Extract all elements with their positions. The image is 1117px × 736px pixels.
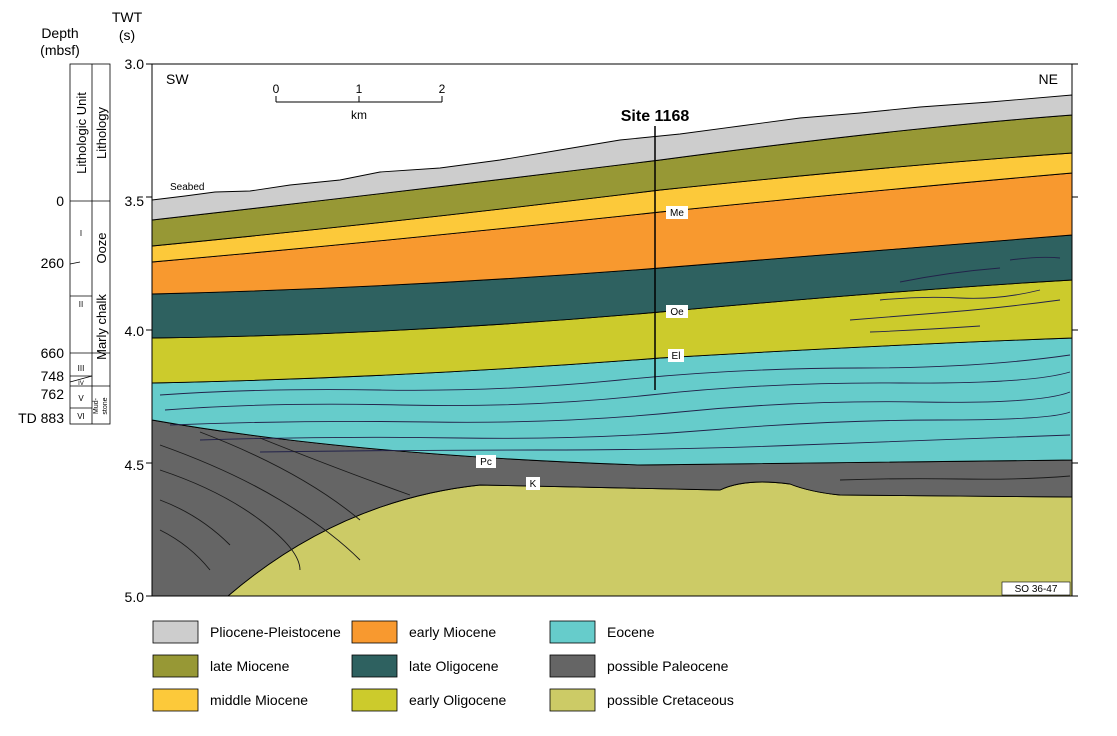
- depth-header: Depth: [41, 25, 78, 41]
- horizon-labels: Me Oe El Pc K: [476, 206, 688, 490]
- seabed-label: Seabed: [170, 182, 204, 193]
- lithology-ooze: Ooze: [94, 232, 109, 263]
- stratigraphic-layers: [152, 94, 1072, 596]
- depth-260: 260: [41, 255, 65, 271]
- direction-ne: NE: [1039, 71, 1058, 87]
- lithology-mud: Mud-: [93, 397, 100, 414]
- legend-label-7: Eocene: [607, 624, 655, 640]
- line-id: SO 36-47: [1015, 584, 1058, 595]
- legend-label-9: possible Cretaceous: [607, 692, 734, 708]
- legend-label-4: early Miocene: [409, 624, 496, 640]
- twt-tick-4-5: 4.5: [125, 457, 145, 473]
- horizon-k: K: [530, 479, 537, 490]
- unit-i: I: [80, 229, 82, 238]
- layer-pliocene-pleistocene: [152, 94, 1072, 221]
- legend-swatch-3: [152, 688, 199, 712]
- legend-label-2: late Miocene: [210, 658, 290, 674]
- scale-bar: 0 1 2 km: [273, 82, 446, 122]
- horizon-oe: Oe: [670, 307, 684, 318]
- scale-unit: km: [351, 108, 367, 122]
- legend-label-1: Pliocene-Pleistocene: [210, 624, 341, 640]
- legend-label-6: early Oligocene: [409, 692, 506, 708]
- reflectors: [159, 256, 1071, 571]
- legend-swatch-8: [549, 654, 596, 678]
- scale-tick-0: 0: [273, 82, 280, 96]
- legend-swatch-2: [152, 654, 199, 678]
- lithology-column: [69, 63, 111, 425]
- depth-td: TD 883: [18, 410, 64, 426]
- legend-swatch-7: [549, 620, 596, 644]
- unit-iii: III: [78, 364, 85, 373]
- horizon-pc: Pc: [480, 457, 492, 468]
- unit-vi: VI: [77, 412, 85, 421]
- twt-ticks: [146, 63, 1078, 597]
- depth-0: 0: [56, 193, 64, 209]
- lithologic-unit-label: Lithologic Unit: [74, 92, 89, 174]
- legend: Pliocene-Pleistocene late Miocene middle M…: [152, 620, 734, 712]
- line-id-box: [1001, 581, 1071, 596]
- twt-tick-3-0: 3.0: [125, 56, 145, 72]
- legend-label-3: middle Miocene: [210, 692, 308, 708]
- direction-sw: SW: [166, 71, 189, 87]
- twt-tick-4-0: 4.0: [125, 323, 145, 339]
- site-label: Site 1168: [621, 108, 690, 125]
- depth-660: 660: [41, 345, 65, 361]
- unit-v: V: [78, 394, 84, 403]
- legend-swatch-1: [152, 620, 199, 644]
- lithology-label: Lithology: [94, 106, 109, 159]
- legend-swatch-5: [351, 654, 398, 678]
- twt-unit: (s): [119, 27, 135, 43]
- depth-748: 748: [41, 368, 65, 384]
- twt-header: TWT: [112, 9, 143, 25]
- lithology-marly-chalk: Marly chalk: [94, 294, 109, 360]
- lithology-stone: stone: [102, 397, 109, 414]
- unit-ii: II: [79, 300, 83, 309]
- depth-762: 762: [41, 386, 65, 402]
- twt-tick-3-5: 3.5: [125, 193, 145, 209]
- legend-label-5: late Oligocene: [409, 658, 499, 674]
- horizon-el: El: [672, 351, 681, 362]
- scale-tick-1: 1: [356, 82, 363, 96]
- legend-swatch-9: [549, 688, 596, 712]
- legend-swatch-6: [351, 688, 398, 712]
- horizon-me: Me: [670, 208, 684, 219]
- legend-swatch-4: [351, 620, 398, 644]
- depth-unit: (mbsf): [40, 42, 80, 58]
- unit-iv: IV: [78, 381, 84, 387]
- twt-tick-5-0: 5.0: [125, 589, 145, 605]
- legend-label-8: possible Paleocene: [607, 658, 729, 674]
- scale-tick-2: 2: [439, 82, 446, 96]
